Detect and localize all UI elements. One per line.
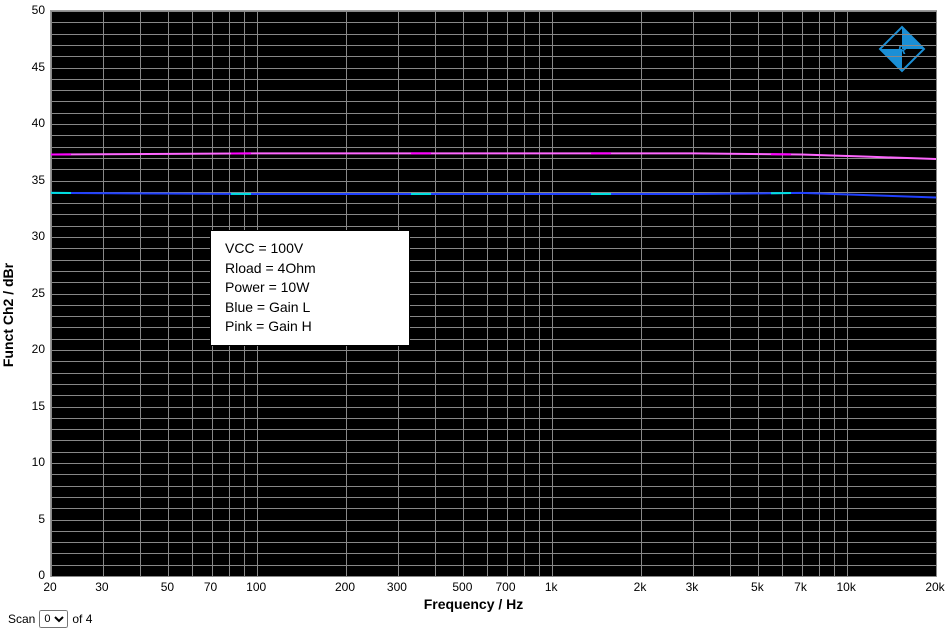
y-tick-label: 10 [32, 455, 45, 469]
x-tick-label: 20k [925, 580, 944, 594]
y-tick-label: 0 [38, 568, 45, 582]
scan-select[interactable]: 0 [39, 610, 68, 628]
x-tick-label: 300 [387, 580, 407, 594]
y-axis-label: Funct Ch2 / dBr [0, 263, 16, 367]
legend-line: Pink = Gain H [225, 317, 395, 337]
scan-suffix: of 4 [72, 612, 92, 626]
chart-container: R Funct Ch2 / dBr Frequency / Hz VCC = 1… [0, 0, 947, 630]
x-tick-label: 1k [545, 580, 558, 594]
scan-label: Scan [8, 612, 35, 626]
x-tick-label: 3k [686, 580, 699, 594]
y-tick-label: 35 [32, 173, 45, 187]
x-tick-label: 500 [452, 580, 472, 594]
x-tick-label: 7k [794, 580, 807, 594]
x-tick-label: 700 [495, 580, 515, 594]
legend-line: Blue = Gain L [225, 298, 395, 318]
legend-line: Power = 10W [225, 278, 395, 298]
legend-box: VCC = 100VRload = 4OhmPower = 10WBlue = … [210, 230, 410, 346]
y-tick-label: 15 [32, 399, 45, 413]
x-tick-label: 10k [837, 580, 856, 594]
x-tick-label: 20 [43, 580, 56, 594]
y-tick-label: 50 [32, 3, 45, 17]
scan-control: Scan 0 of 4 [8, 610, 92, 628]
x-tick-label: 2k [634, 580, 647, 594]
y-tick-label: 5 [38, 512, 45, 526]
legend-line: Rload = 4Ohm [225, 259, 395, 279]
y-tick-label: 30 [32, 229, 45, 243]
x-tick-label: 200 [335, 580, 355, 594]
x-tick-label: 70 [204, 580, 217, 594]
x-tick-label: 5k [751, 580, 764, 594]
x-tick-label: 30 [95, 580, 108, 594]
y-tick-label: 20 [32, 342, 45, 356]
trace-gain-l [51, 11, 936, 576]
gridline-v [936, 11, 937, 576]
gridline-h [51, 576, 936, 577]
y-tick-label: 40 [32, 116, 45, 130]
x-tick-label: 50 [161, 580, 174, 594]
x-tick-label: 100 [246, 580, 266, 594]
x-axis-label: Frequency / Hz [424, 596, 524, 612]
plot-area: R [50, 10, 937, 577]
legend-line: VCC = 100V [225, 239, 395, 259]
y-tick-label: 45 [32, 60, 45, 74]
y-tick-label: 25 [32, 286, 45, 300]
